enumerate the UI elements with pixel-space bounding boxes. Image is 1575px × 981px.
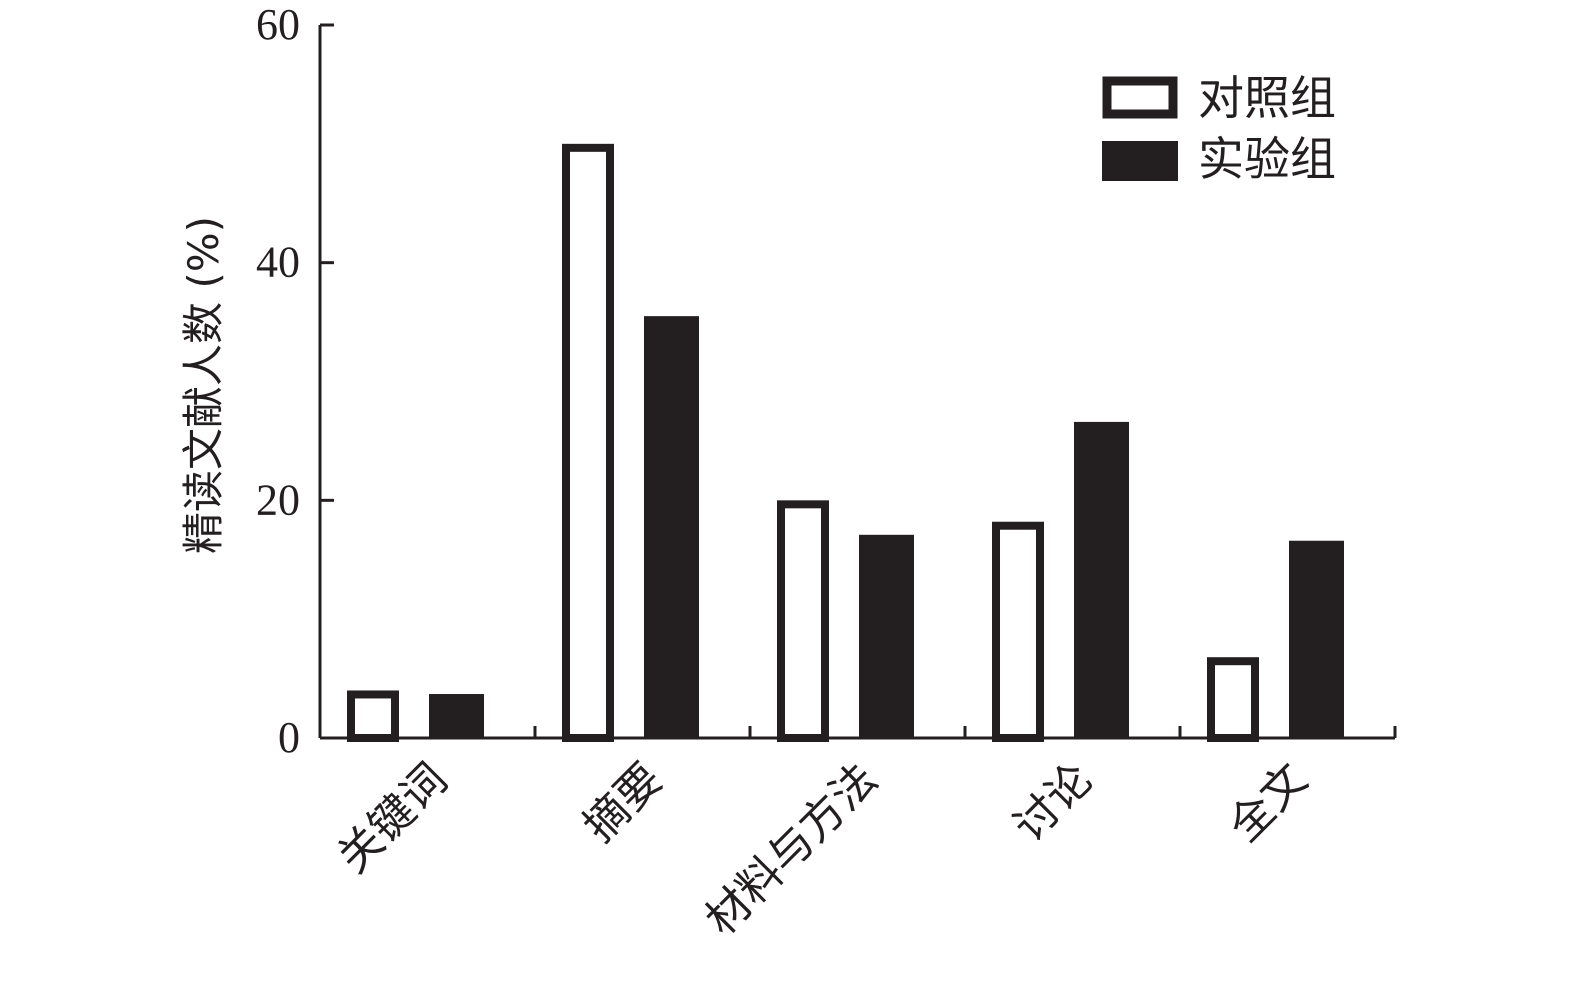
y-axis-title: 精读文献人数 (%) <box>179 216 228 554</box>
bar-experiment-1 <box>644 316 699 738</box>
y-tick-label: 20 <box>256 475 300 524</box>
y-tick-label: 40 <box>256 238 300 287</box>
y-tick-label: 60 <box>256 0 300 49</box>
legend: 对照组 实验组 <box>1102 71 1336 186</box>
bar-control-3 <box>992 521 1044 742</box>
legend-label-control: 对照组 <box>1198 71 1336 125</box>
bar-control-2 <box>777 500 829 743</box>
y-tick-label: 0 <box>278 713 300 762</box>
bar-experiment-4 <box>1289 540 1344 738</box>
category-label: 关键词 <box>328 754 457 883</box>
bar-control-0 <box>347 690 399 743</box>
bar-control-4 <box>1207 657 1259 743</box>
category-label: 讨论 <box>1004 754 1102 852</box>
category-label: 材料与方法 <box>696 754 888 946</box>
legend-swatch-control <box>1102 76 1178 119</box>
bar-experiment-0 <box>429 694 484 738</box>
category-label: 全文 <box>1219 754 1317 852</box>
category-label: 摘要 <box>574 754 672 852</box>
legend-label-experiment: 实验组 <box>1198 132 1336 186</box>
bar-experiment-2 <box>859 534 914 738</box>
bar-control-1 <box>562 143 614 743</box>
category-labels: 关键词 摘要 材料与方法 讨论 全文 <box>328 754 1317 946</box>
legend-swatch-experiment <box>1102 141 1178 181</box>
bar-experiment-3 <box>1074 421 1129 738</box>
bars <box>347 143 1344 743</box>
y-axis: 0 20 40 60 <box>256 0 334 762</box>
